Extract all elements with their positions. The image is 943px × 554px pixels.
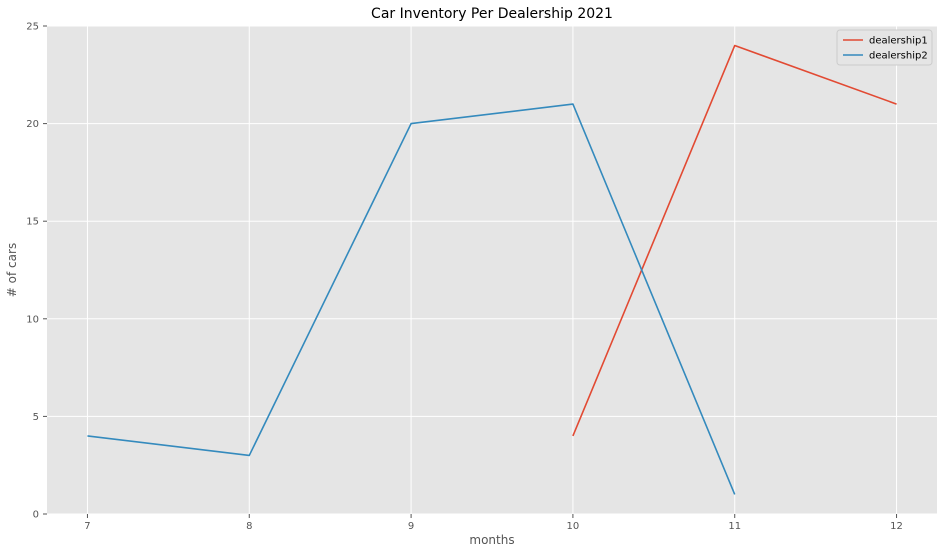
x-tick-label: 11 <box>728 521 741 532</box>
chart-title: Car Inventory Per Dealership 2021 <box>371 6 613 22</box>
legend-label-dealership2: dealership2 <box>869 51 928 62</box>
gridlines <box>47 25 937 515</box>
x-tick-label: 10 <box>567 521 580 532</box>
legend-label-dealership1: dealership1 <box>869 36 928 47</box>
y-axis-title: # of cars <box>5 243 19 297</box>
plot-area <box>47 26 937 514</box>
x-tick-label: 7 <box>84 521 90 532</box>
y-tick-label: 15 <box>26 217 39 228</box>
x-axis-title: months <box>469 533 514 547</box>
x-tick-label: 12 <box>890 521 903 532</box>
x-tick-label: 8 <box>246 521 252 532</box>
y-tick-label: 5 <box>33 412 39 423</box>
x-tick-label: 9 <box>408 521 414 532</box>
tick-labels: 7 8 9 10 11 12 0 5 10 15 20 25 <box>26 22 903 533</box>
y-tick-label: 0 <box>33 510 39 521</box>
legend: dealership1 dealership2 <box>836 29 933 66</box>
legend-box <box>836 29 933 66</box>
series-lines <box>87 44 897 495</box>
y-tick-label: 20 <box>26 119 39 130</box>
y-tick-label: 25 <box>26 22 39 33</box>
y-tick-label: 10 <box>26 314 39 325</box>
